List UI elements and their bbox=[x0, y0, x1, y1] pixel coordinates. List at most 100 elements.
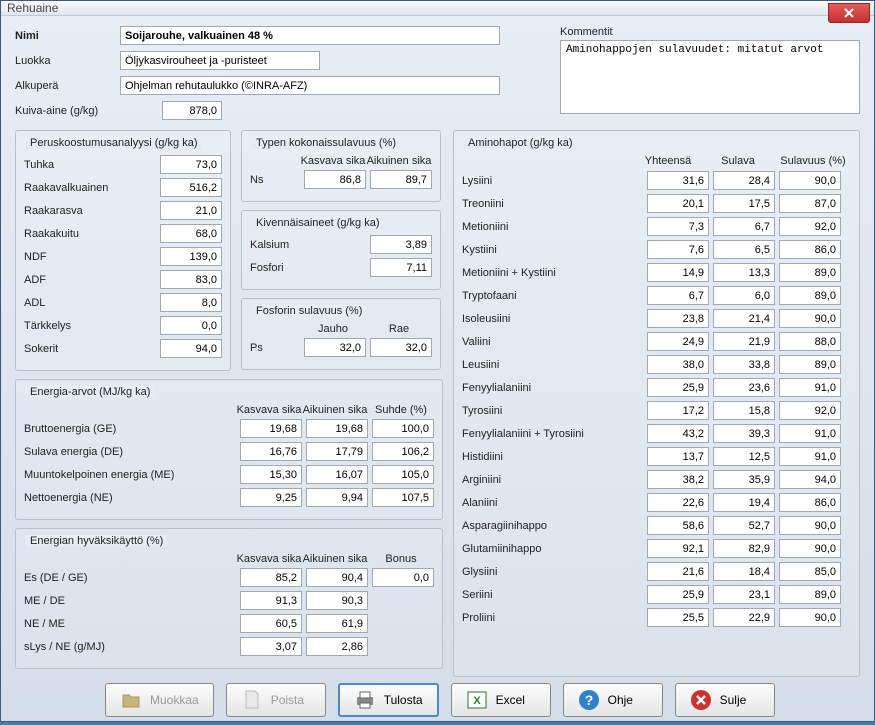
print-button[interactable]: Tulosta bbox=[338, 683, 439, 717]
amino-v2-2[interactable] bbox=[713, 217, 775, 236]
basic-val-3[interactable] bbox=[160, 224, 222, 243]
energy-v3-0[interactable] bbox=[372, 419, 434, 438]
basic-val-2[interactable] bbox=[160, 201, 222, 220]
name-input[interactable] bbox=[120, 26, 500, 45]
amino-v2-10[interactable] bbox=[713, 401, 775, 420]
energy-v1-2[interactable] bbox=[240, 465, 302, 484]
amino-v1-14[interactable] bbox=[647, 493, 709, 512]
ps-v2[interactable] bbox=[370, 338, 432, 357]
amino-v3-14[interactable] bbox=[779, 493, 841, 512]
window-close-button[interactable] bbox=[828, 3, 870, 23]
amino-v1-1[interactable] bbox=[647, 194, 709, 213]
amino-v1-5[interactable] bbox=[647, 286, 709, 305]
amino-v3-6[interactable] bbox=[779, 309, 841, 328]
energy-v2-0[interactable] bbox=[306, 419, 368, 438]
edit-button[interactable]: Muokkaa bbox=[105, 683, 214, 717]
amino-v2-14[interactable] bbox=[713, 493, 775, 512]
amino-v1-8[interactable] bbox=[647, 355, 709, 374]
ps-v1[interactable] bbox=[304, 338, 366, 357]
amino-v2-19[interactable] bbox=[713, 608, 775, 627]
basic-val-0[interactable] bbox=[160, 155, 222, 174]
amino-v1-15[interactable] bbox=[647, 516, 709, 535]
eff-v1-2[interactable] bbox=[240, 614, 302, 633]
amino-v3-11[interactable] bbox=[779, 424, 841, 443]
energy-v3-2[interactable] bbox=[372, 465, 434, 484]
origin-input[interactable] bbox=[120, 76, 500, 95]
amino-v3-1[interactable] bbox=[779, 194, 841, 213]
amino-v2-0[interactable] bbox=[713, 171, 775, 190]
amino-v3-16[interactable] bbox=[779, 539, 841, 558]
amino-v2-12[interactable] bbox=[713, 447, 775, 466]
basic-val-1[interactable] bbox=[160, 178, 222, 197]
amino-v3-9[interactable] bbox=[779, 378, 841, 397]
energy-v2-3[interactable] bbox=[306, 488, 368, 507]
amino-v2-16[interactable] bbox=[713, 539, 775, 558]
amino-v3-4[interactable] bbox=[779, 263, 841, 282]
amino-v3-5[interactable] bbox=[779, 286, 841, 305]
eff-v2-3[interactable] bbox=[306, 637, 368, 656]
eff-v1-0[interactable] bbox=[240, 568, 302, 587]
amino-v2-6[interactable] bbox=[713, 309, 775, 328]
delete-button[interactable]: Poista bbox=[226, 683, 326, 717]
comment-textarea[interactable] bbox=[560, 40, 860, 114]
amino-v1-2[interactable] bbox=[647, 217, 709, 236]
amino-v2-3[interactable] bbox=[713, 240, 775, 259]
mineral-val-1[interactable] bbox=[370, 258, 432, 277]
amino-v2-7[interactable] bbox=[713, 332, 775, 351]
amino-v3-7[interactable] bbox=[779, 332, 841, 351]
amino-v3-18[interactable] bbox=[779, 585, 841, 604]
class-input[interactable] bbox=[120, 51, 320, 70]
dm-input[interactable] bbox=[162, 101, 222, 120]
mineral-val-0[interactable] bbox=[370, 235, 432, 254]
amino-v1-12[interactable] bbox=[647, 447, 709, 466]
amino-v3-12[interactable] bbox=[779, 447, 841, 466]
amino-v3-19[interactable] bbox=[779, 608, 841, 627]
titlebar[interactable]: Rehuaine bbox=[1, 1, 874, 16]
basic-val-4[interactable] bbox=[160, 247, 222, 266]
amino-v3-13[interactable] bbox=[779, 470, 841, 489]
amino-v3-15[interactable] bbox=[779, 516, 841, 535]
amino-v1-7[interactable] bbox=[647, 332, 709, 351]
energy-v1-3[interactable] bbox=[240, 488, 302, 507]
basic-val-8[interactable] bbox=[160, 339, 222, 358]
amino-v1-11[interactable] bbox=[647, 424, 709, 443]
eff-v2-2[interactable] bbox=[306, 614, 368, 633]
amino-v1-0[interactable] bbox=[647, 171, 709, 190]
amino-v3-10[interactable] bbox=[779, 401, 841, 420]
amino-v2-1[interactable] bbox=[713, 194, 775, 213]
energy-v1-0[interactable] bbox=[240, 419, 302, 438]
amino-v1-16[interactable] bbox=[647, 539, 709, 558]
amino-v3-2[interactable] bbox=[779, 217, 841, 236]
amino-v2-13[interactable] bbox=[713, 470, 775, 489]
energy-v3-1[interactable] bbox=[372, 442, 434, 461]
ns-v2[interactable] bbox=[370, 170, 432, 189]
excel-button[interactable]: X Excel bbox=[451, 683, 551, 717]
eff-v2-0[interactable] bbox=[306, 568, 368, 587]
energy-v2-2[interactable] bbox=[306, 465, 368, 484]
amino-v3-8[interactable] bbox=[779, 355, 841, 374]
eff-v3-0[interactable] bbox=[372, 568, 434, 587]
amino-v1-13[interactable] bbox=[647, 470, 709, 489]
amino-v2-15[interactable] bbox=[713, 516, 775, 535]
amino-v2-11[interactable] bbox=[713, 424, 775, 443]
eff-v1-1[interactable] bbox=[240, 591, 302, 610]
amino-v1-6[interactable] bbox=[647, 309, 709, 328]
amino-v2-18[interactable] bbox=[713, 585, 775, 604]
amino-v2-17[interactable] bbox=[713, 562, 775, 581]
amino-v1-18[interactable] bbox=[647, 585, 709, 604]
energy-v3-3[interactable] bbox=[372, 488, 434, 507]
amino-v3-17[interactable] bbox=[779, 562, 841, 581]
ns-v1[interactable] bbox=[304, 170, 366, 189]
basic-val-5[interactable] bbox=[160, 270, 222, 289]
help-button[interactable]: ? Ohje bbox=[563, 683, 663, 717]
basic-val-6[interactable] bbox=[160, 293, 222, 312]
energy-v1-1[interactable] bbox=[240, 442, 302, 461]
amino-v2-9[interactable] bbox=[713, 378, 775, 397]
close-button[interactable]: Sulje bbox=[675, 683, 775, 717]
eff-v2-1[interactable] bbox=[306, 591, 368, 610]
amino-v1-17[interactable] bbox=[647, 562, 709, 581]
amino-v2-4[interactable] bbox=[713, 263, 775, 282]
amino-v3-0[interactable] bbox=[779, 171, 841, 190]
amino-v1-4[interactable] bbox=[647, 263, 709, 282]
eff-v1-3[interactable] bbox=[240, 637, 302, 656]
